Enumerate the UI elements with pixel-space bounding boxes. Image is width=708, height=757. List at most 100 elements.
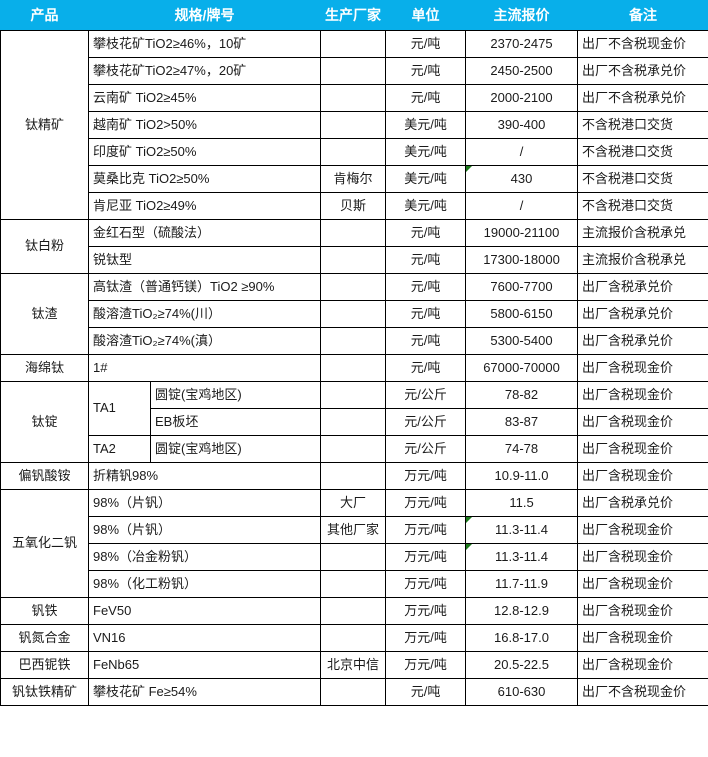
maker-cell <box>320 219 387 247</box>
spec-cell: 云南矿 TiO2≥45% <box>87 84 322 112</box>
table-row: TA2 圆锭(宝鸡地区) 元/公斤 74-78 出厂含税现金价 <box>1 435 708 463</box>
header-row: 产品 规格/牌号 生产厂家 单位 主流报价 备注 <box>0 0 708 31</box>
table-row: 肯尼亚 TiO2≥49% 贝斯 美元/吨 / 不含税港口交货 <box>1 192 708 220</box>
note-cell: 不含税港口交货 <box>577 192 708 220</box>
maker-cell: 大厂 <box>320 489 387 517</box>
unit-cell: 元/吨 <box>385 246 467 274</box>
table-row: 五氧化二钒 98%（片钒） 大厂 万元/吨 11.5 出厂含税承兑价 <box>0 489 708 598</box>
note-cell: 出厂含税承兑价 <box>577 489 708 517</box>
spec-cell: 酸溶渣TiO₂≥74%(川） <box>87 300 322 328</box>
note-cell: 出厂含税承兑价 <box>577 327 708 355</box>
spec-cell: FeNb65 <box>87 651 322 679</box>
price-cell: 5300-5400 <box>465 327 579 355</box>
unit-cell: 万元/吨 <box>385 489 467 517</box>
note-cell: 出厂含税现金价 <box>577 354 708 382</box>
spec-cell: 肯尼亚 TiO2≥49% <box>87 192 322 220</box>
price-cell: 78-82 <box>465 381 579 409</box>
note-cell: 出厂不含税现金价 <box>577 678 708 706</box>
unit-cell: 元/吨 <box>385 327 467 355</box>
maker-cell <box>320 570 387 598</box>
price-cell: 5800-6150 <box>465 300 579 328</box>
price-cell: 19000-21100 <box>465 219 579 247</box>
product-cell: 偏钒酸铵 <box>0 462 89 490</box>
unit-cell: 元/吨 <box>385 273 467 301</box>
spec-cell: 圆锭(宝鸡地区) <box>149 435 322 463</box>
maker-cell: 贝斯 <box>320 192 387 220</box>
table-row: 钛锭 TA1 圆锭(宝鸡地区) 元/公斤 78-82 出厂含税现金价 <box>0 381 708 463</box>
table-row: 98%（片钒） 其他厂家 万元/吨 11.3-11.4 出厂含税现金价 <box>1 516 708 544</box>
spec-cell: 酸溶渣TiO₂≥74%(滇） <box>87 327 322 355</box>
table-body: 钛精矿 攀枝花矿TiO2≥46%，10矿 元/吨 2370-2475 出厂不含税现金价攀… <box>0 30 708 706</box>
note-cell: 主流报价含税承兑 <box>577 246 708 274</box>
spec-cell: 98%（片钒） <box>87 516 322 544</box>
spec-cell: 印度矿 TiO2≥50% <box>87 138 322 166</box>
spec-cell: 折精钒98% <box>87 462 322 490</box>
price-cell: 74-78 <box>465 435 579 463</box>
price-cell: 10.9-11.0 <box>465 462 579 490</box>
maker-cell <box>320 57 387 85</box>
price-cell: 390-400 <box>465 111 579 139</box>
product-cell: 钛精矿 <box>0 30 89 220</box>
product-cell: 钒钛铁精矿 <box>0 678 89 706</box>
note-cell: 出厂含税现金价 <box>577 381 708 409</box>
note-cell: 出厂含税现金价 <box>577 408 708 436</box>
table-row: 偏钒酸铵 折精钒98% 万元/吨 10.9-11.0 出厂含税现金价 <box>0 462 708 490</box>
product-cell: 钛白粉 <box>0 219 89 274</box>
price-cell: 11.7-11.9 <box>465 570 579 598</box>
unit-cell: 美元/吨 <box>385 192 467 220</box>
unit-cell: 元/吨 <box>385 57 467 85</box>
unit-cell: 万元/吨 <box>385 516 467 544</box>
price-cell: 2450-2500 <box>465 57 579 85</box>
price-cell: / <box>465 138 579 166</box>
price-cell: 11.3-11.4 <box>465 543 579 571</box>
note-cell: 不含税港口交货 <box>577 111 708 139</box>
note-cell: 出厂含税现金价 <box>577 651 708 679</box>
spec-cell: 高钛渣（普通钙镁）TiO2 ≥90% <box>87 273 322 301</box>
maker-cell <box>320 381 387 409</box>
note-cell: 出厂含税现金价 <box>577 435 708 463</box>
note-cell: 不含税港口交货 <box>577 138 708 166</box>
price-cell: 2000-2100 <box>465 84 579 112</box>
table-row: 98%（冶金粉钒） 万元/吨 11.3-11.4 出厂含税现金价 <box>1 543 708 571</box>
maker-cell <box>320 435 387 463</box>
note-cell: 不含税港口交货 <box>577 165 708 193</box>
unit-cell: 元/吨 <box>385 30 467 58</box>
spec-cell: FeV50 <box>87 597 322 625</box>
column-header-price: 主流报价 <box>465 0 579 31</box>
maker-cell: 肯梅尔 <box>320 165 387 193</box>
unit-cell: 美元/吨 <box>385 165 467 193</box>
price-cell: 67000-70000 <box>465 354 579 382</box>
column-header-maker: 生产厂家 <box>320 0 387 31</box>
table-row: 海绵钛 1# 元/吨 67000-70000 出厂含税现金价 <box>0 354 708 382</box>
table-row: 越南矿 TiO2>50% 美元/吨 390-400 不含税港口交货 <box>1 111 708 139</box>
spec-cell: 莫桑比克 TiO2≥50% <box>87 165 322 193</box>
spec-cell: 圆锭(宝鸡地区) <box>149 381 322 409</box>
spec-cell: 攀枝花矿TiO2≥47%，20矿 <box>87 57 322 85</box>
note-cell: 出厂含税现金价 <box>577 570 708 598</box>
spec-cell: 98%（冶金粉钒） <box>87 543 322 571</box>
maker-cell <box>320 84 387 112</box>
comment-marker-icon <box>466 166 473 172</box>
unit-cell: 元/吨 <box>385 219 467 247</box>
table-row: 巴西铌铁 FeNb65 北京中信 万元/吨 20.5-22.5 出厂含税现金价 <box>0 651 708 679</box>
note-cell: 出厂不含税承兑价 <box>577 84 708 112</box>
note-cell: 出厂不含税承兑价 <box>577 57 708 85</box>
spec-cell: 98%（化工粉钒） <box>87 570 322 598</box>
note-cell: 出厂含税现金价 <box>577 624 708 652</box>
unit-cell: 万元/吨 <box>385 624 467 652</box>
comment-marker-icon <box>466 544 473 550</box>
unit-cell: 元/公斤 <box>385 435 467 463</box>
price-cell: 2370-2475 <box>465 30 579 58</box>
note-cell: 出厂含税现金价 <box>577 516 708 544</box>
table-row: 钒铁 FeV50 万元/吨 12.8-12.9 出厂含税现金价 <box>0 597 708 625</box>
table-row: 云南矿 TiO2≥45% 元/吨 2000-2100 出厂不含税承兑价 <box>1 84 708 112</box>
unit-cell: 元/公斤 <box>385 408 467 436</box>
spec-cell: 攀枝花矿TiO2≥46%，10矿 <box>87 30 322 58</box>
maker-cell <box>320 273 387 301</box>
maker-cell <box>320 408 387 436</box>
maker-cell: 北京中信 <box>320 651 387 679</box>
spec-cell: 98%（片钒） <box>87 489 322 517</box>
price-cell: 16.8-17.0 <box>465 624 579 652</box>
column-header-product: 产品 <box>0 0 89 31</box>
maker-cell <box>320 327 387 355</box>
